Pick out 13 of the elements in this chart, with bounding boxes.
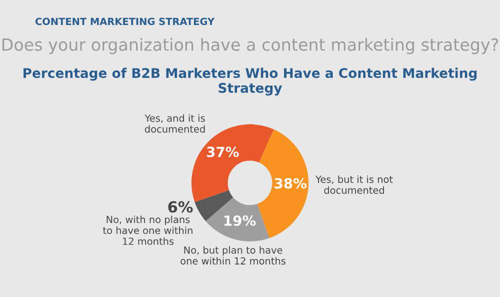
data-label: 6% bbox=[168, 201, 193, 213]
data-label: 19% bbox=[224, 215, 256, 226]
donut-slice bbox=[257, 129, 309, 238]
chart-title: Does your organization have a content marketing strategy? bbox=[2, 38, 498, 54]
data-label: 37% bbox=[206, 146, 239, 158]
slice-label: Yes, but it is not documented bbox=[315, 175, 393, 194]
donut-slice bbox=[206, 197, 270, 242]
text: CONTENT MARKETING STRATEGY bbox=[35, 18, 215, 26]
slice-label: No, but plan to have one within 12 months bbox=[180, 246, 286, 265]
chart-subtitle: Percentage of B2B Marketers Who Have a Content Marketing Strategy bbox=[24, 68, 477, 96]
slice-label: No, with no plans to have one within 12 months bbox=[103, 216, 192, 245]
data-label: 38% bbox=[274, 178, 307, 189]
slice-label: Yes, and it is documented bbox=[144, 114, 205, 133]
